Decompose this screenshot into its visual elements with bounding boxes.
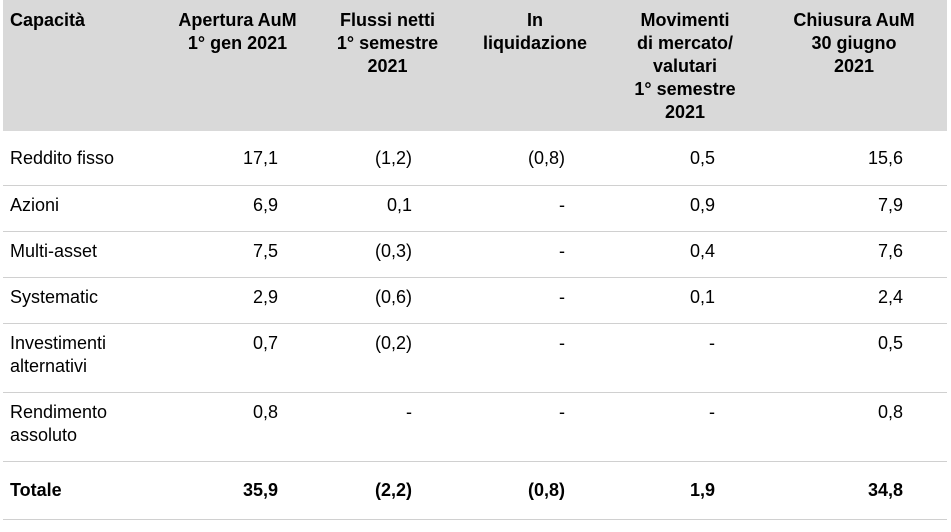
cell-flows: (0,6) <box>314 277 461 324</box>
row-label: Rendimento assoluto <box>3 392 161 462</box>
row-label: Azioni <box>3 185 161 232</box>
table-row: Systematic 2,9 (0,6) - 0,1 2,4 <box>3 277 947 324</box>
total-label: Totale <box>3 461 161 520</box>
table-row: Rendimento assoluto 0,8 - - - 0,8 <box>3 392 947 462</box>
total-closing: 34,8 <box>761 461 947 520</box>
header-in-liquidation: In liquidazione <box>461 0 609 131</box>
row-label: Investimenti alternativi <box>3 323 161 393</box>
cell-liquidation: - <box>461 277 609 324</box>
total-flows: (2,2) <box>314 461 461 520</box>
cell-closing: 0,5 <box>761 323 947 393</box>
cell-closing: 0,8 <box>761 392 947 462</box>
cell-market: - <box>609 392 761 462</box>
header-net-flows: Flussi netti 1° semestre 2021 <box>314 0 461 131</box>
cell-closing: 15,6 <box>761 131 947 186</box>
cell-liquidation: (0,8) <box>461 131 609 186</box>
cell-liquidation: - <box>461 392 609 462</box>
total-liquidation: (0,8) <box>461 461 609 520</box>
table-row: Investimenti alternativi 0,7 (0,2) - - 0,… <box>3 323 947 393</box>
cell-liquidation: - <box>461 231 609 278</box>
total-market: 1,9 <box>609 461 761 520</box>
header-row: Capacità Apertura AuM 1° gen 2021 Flussi … <box>3 0 947 131</box>
row-label: Reddito fisso <box>3 131 161 186</box>
cell-opening: 17,1 <box>161 131 314 186</box>
cell-closing: 7,6 <box>761 231 947 278</box>
cell-closing: 7,9 <box>761 185 947 232</box>
row-label: Systematic <box>3 277 161 324</box>
header-market-movements: Movimenti di mercato/valutari 1° semestre 2… <box>609 0 761 131</box>
cell-opening: 6,9 <box>161 185 314 232</box>
cell-liquidation: - <box>461 185 609 232</box>
cell-flows: (1,2) <box>314 131 461 186</box>
total-row: Totale 35,9 (2,2) (0,8) 1,9 34,8 <box>3 461 947 520</box>
cell-flows: (0,3) <box>314 231 461 278</box>
cell-opening: 2,9 <box>161 277 314 324</box>
cell-market: 0,4 <box>609 231 761 278</box>
table-row: Reddito fisso 17,1 (1,2) (0,8) 0,5 15,6 <box>3 131 947 186</box>
aum-table: Capacità Apertura AuM 1° gen 2021 Flussi … <box>3 0 947 520</box>
table-header: Capacità Apertura AuM 1° gen 2021 Flussi … <box>3 0 947 131</box>
table-body: Reddito fisso 17,1 (1,2) (0,8) 0,5 15,6 … <box>3 131 947 520</box>
cell-market: - <box>609 323 761 393</box>
header-capacity: Capacità <box>3 0 161 131</box>
row-label: Multi-asset <box>3 231 161 278</box>
cell-liquidation: - <box>461 323 609 393</box>
cell-market: 0,9 <box>609 185 761 232</box>
table-row: Azioni 6,9 0,1 - 0,9 7,9 <box>3 185 947 232</box>
cell-market: 0,1 <box>609 277 761 324</box>
header-opening-aum: Apertura AuM 1° gen 2021 <box>161 0 314 131</box>
cell-opening: 0,8 <box>161 392 314 462</box>
table-row: Multi-asset 7,5 (0,3) - 0,4 7,6 <box>3 231 947 278</box>
cell-flows: - <box>314 392 461 462</box>
total-opening: 35,9 <box>161 461 314 520</box>
cell-market: 0,5 <box>609 131 761 186</box>
header-closing-aum: Chiusura AuM 30 giugno 2021 <box>761 0 947 131</box>
cell-opening: 0,7 <box>161 323 314 393</box>
cell-opening: 7,5 <box>161 231 314 278</box>
cell-flows: 0,1 <box>314 185 461 232</box>
cell-closing: 2,4 <box>761 277 947 324</box>
cell-flows: (0,2) <box>314 323 461 393</box>
